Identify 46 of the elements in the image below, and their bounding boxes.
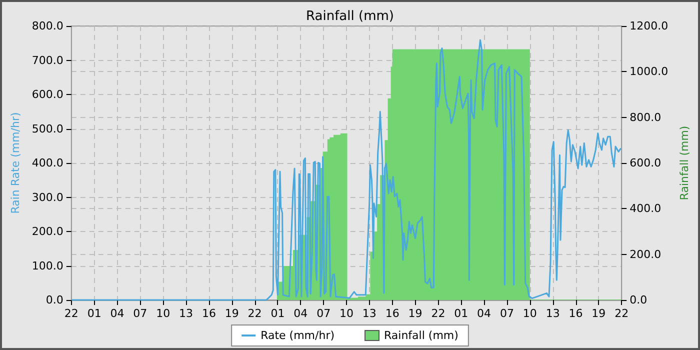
y2-tick-label: 0.0 [630,294,648,306]
x-tick-label: 01 [87,307,102,320]
x-tick-label: 19 [408,307,422,320]
x-tick-label: 07 [133,307,148,320]
x-tick-label: 07 [316,307,331,320]
x-tick-label: 16 [385,307,400,320]
y-tick-label: 300.0 [32,190,64,204]
y-tick-label: 600.0 [32,88,64,101]
x-tick-label: 22 [431,307,446,320]
y-tick-label: 700.0 [32,54,64,67]
x-tick-label: 13 [362,307,376,320]
x-tick-label: 13 [546,307,560,320]
x-tick-label: 01 [454,307,468,320]
x-tick-label: 19 [224,307,239,320]
y2-tick-label: 400.0 [630,202,662,216]
x-tick-label: 04 [294,307,308,320]
x-tick-label: 10 [522,307,537,320]
x-tick-label: 22 [64,307,78,320]
y-tick-label: 800.0 [32,20,64,32]
y2-tick-label: 1000.0 [630,65,668,78]
y-tick-label: 200.0 [32,225,64,238]
x-tick-label: 22 [614,307,629,320]
y2-tick-label: 1200.0 [630,20,668,32]
x-tick-label: 19 [592,307,606,320]
x-tick-label: 04 [477,307,492,320]
y2-tick-label: 200.0 [630,248,662,261]
y-axis-title: Rain Rate (mm/hr) [9,112,22,214]
x-tick-label: 16 [568,307,583,320]
chart-title: Rainfall (mm) [306,9,394,24]
x-tick-label: 07 [500,307,514,320]
y2-tick-label: 800.0 [630,110,662,124]
x-tick-label: 13 [179,307,194,320]
legend-label: Rainfall (mm) [384,329,458,342]
x-tick-label: 22 [248,307,262,320]
x-tick-label: 16 [202,307,216,320]
y-tick-label: 100.0 [32,259,64,272]
y-tick-label: 0.0 [46,294,64,306]
y-tick-label: 400.0 [32,156,64,170]
y2-axis-title: Rainfall (mm) [678,126,691,200]
legend-label: Rate (mm/hr) [260,329,335,342]
y2-tick-label: 600.0 [630,156,662,170]
x-tick-label: 10 [156,307,170,320]
x-tick-label: 10 [340,307,354,320]
x-tick-label: 01 [270,307,285,320]
x-tick-label: 04 [110,307,124,320]
y-tick-label: 500.0 [32,122,64,136]
